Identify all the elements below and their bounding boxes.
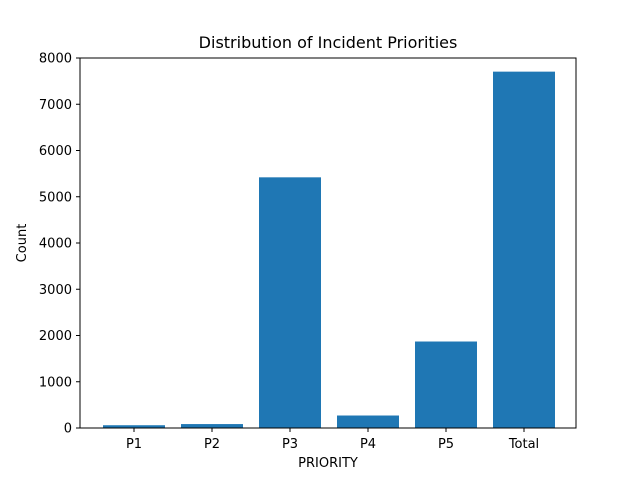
x-tick-label: P5 xyxy=(438,437,454,452)
x-tick-label: P2 xyxy=(204,437,220,452)
y-tick-label: 3000 xyxy=(39,283,72,298)
x-tick-label: Total xyxy=(508,437,539,452)
chart-title: Distribution of Incident Priorities xyxy=(199,33,458,52)
bar-p5 xyxy=(415,341,477,428)
y-tick-label: 6000 xyxy=(39,144,72,159)
bar-p2 xyxy=(181,424,243,428)
y-tick-label: 0 xyxy=(64,422,72,437)
y-tick-label: 5000 xyxy=(39,190,72,205)
y-axis-ticks: 0 1000 2000 3000 4000 5000 6000 7000 8000 xyxy=(39,52,80,437)
x-axis-label: PRIORITY xyxy=(298,456,358,471)
x-axis-ticks: P1 P2 P3 P4 P5 Total xyxy=(126,428,539,452)
x-tick-label: P4 xyxy=(360,437,376,452)
plot-area: 0 1000 2000 3000 4000 5000 6000 7000 8000 P1 P2 P3… xyxy=(39,52,577,452)
x-tick-label: P3 xyxy=(282,437,298,452)
y-tick-label: 8000 xyxy=(39,52,72,67)
y-tick-label: 1000 xyxy=(39,375,72,390)
y-tick-label: 4000 xyxy=(39,237,72,252)
x-tick-label: P1 xyxy=(126,437,142,452)
bar-p1 xyxy=(103,425,165,428)
bar-total xyxy=(493,71,555,429)
bar-p3 xyxy=(259,177,321,428)
y-axis-label: Count xyxy=(15,224,30,263)
y-tick-label: 2000 xyxy=(39,329,72,344)
bars xyxy=(103,71,555,429)
y-tick-label: 7000 xyxy=(39,98,72,113)
bar-p4 xyxy=(337,415,399,428)
